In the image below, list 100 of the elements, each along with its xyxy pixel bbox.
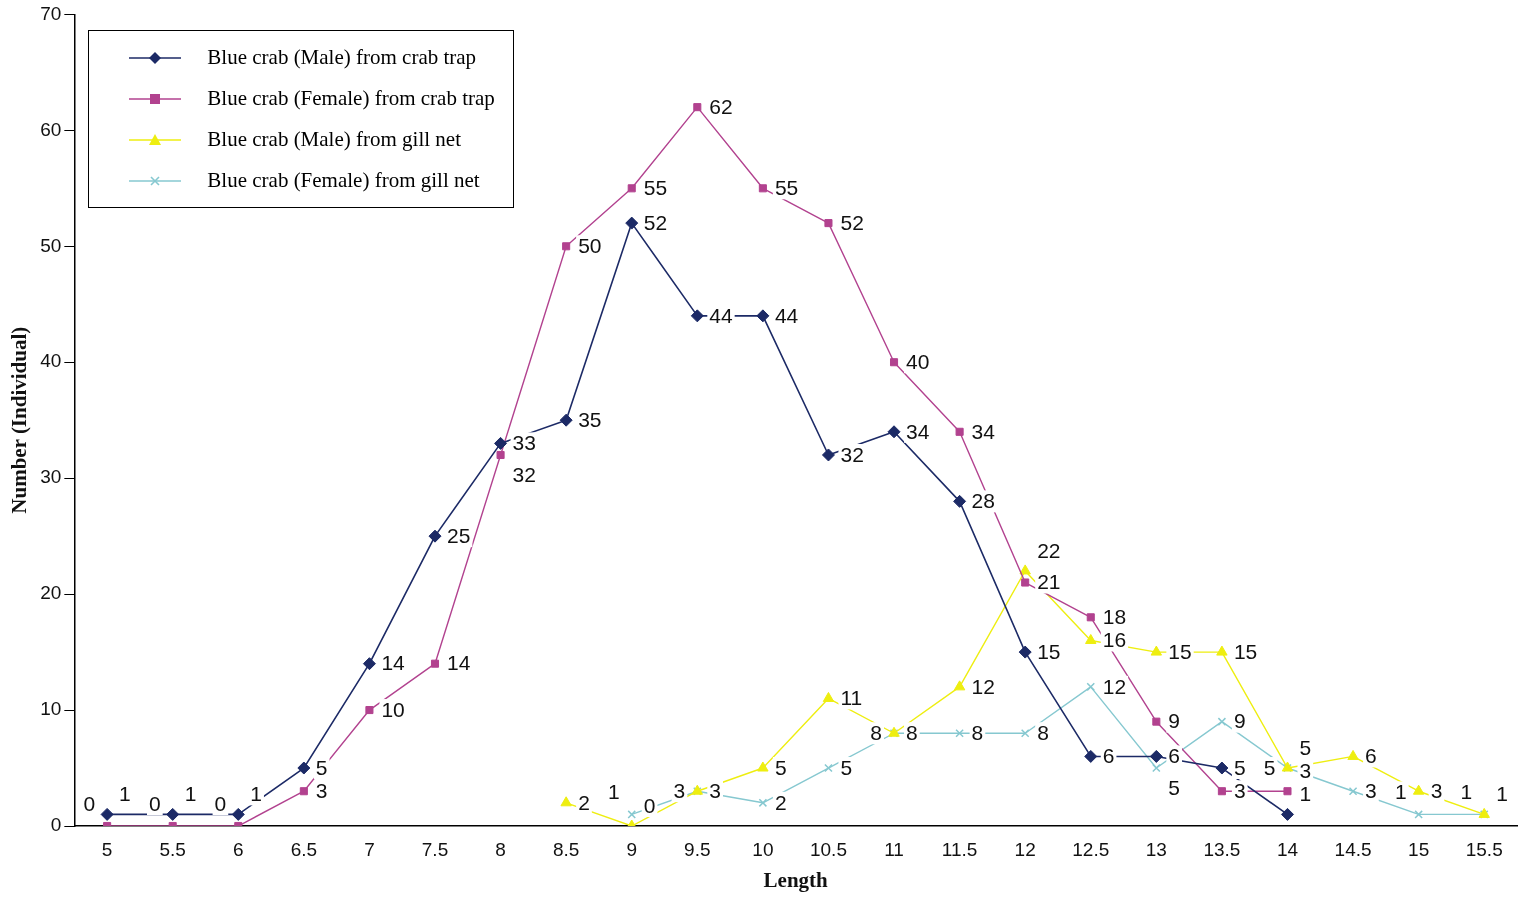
data-label: 62 xyxy=(709,94,733,118)
data-label: 33 xyxy=(512,431,536,455)
data-label: 6 xyxy=(1365,744,1377,768)
data-label: 25 xyxy=(447,523,471,547)
y-axis-title: Number (Individual) xyxy=(7,326,32,514)
y-tick-label: 20 xyxy=(40,582,62,604)
x-tick-label: 15 xyxy=(1408,838,1430,860)
data-label: 34 xyxy=(971,419,996,443)
y-tick-label: 60 xyxy=(40,118,62,140)
data-label: 40 xyxy=(906,350,930,374)
y-tick-label: 50 xyxy=(40,234,62,256)
data-label: 3 xyxy=(315,779,328,803)
x-tick-label: 10.5 xyxy=(809,838,847,860)
y-tick-label: 10 xyxy=(40,698,62,720)
data-label: 6 xyxy=(1102,744,1115,768)
data-label: 5 xyxy=(774,755,787,779)
data-label: 35 xyxy=(578,408,602,431)
data-label: 28 xyxy=(971,489,995,513)
data-label: 2 xyxy=(578,790,590,814)
data-label: 1 xyxy=(119,782,131,806)
data-label: 3 xyxy=(1430,779,1443,803)
data-label: 3 xyxy=(1365,779,1377,803)
data-label: 12 xyxy=(971,674,995,698)
legend-label: Blue crab (Female) from gill net xyxy=(207,168,480,194)
x-tick-label: 7.5 xyxy=(421,838,449,860)
data-label: 14 xyxy=(447,651,471,675)
data-label: 15 xyxy=(1168,639,1192,663)
data-label: 8 xyxy=(906,721,918,745)
data-label: 55 xyxy=(774,176,799,200)
x-tick-label: 8.5 xyxy=(552,838,580,860)
data-label: 1 xyxy=(608,780,620,804)
x-axis-title: Length xyxy=(763,867,829,892)
data-label: 10 xyxy=(381,697,405,721)
data-label: 15 xyxy=(1037,639,1061,663)
data-label: 0 xyxy=(643,793,656,817)
data-label: 3 xyxy=(1299,759,1312,783)
data-label: 0 xyxy=(214,791,227,815)
x-tick-label: 13.5 xyxy=(1203,838,1241,860)
data-label: 52 xyxy=(643,210,668,234)
data-label: 0 xyxy=(83,791,96,815)
data-label: 32 xyxy=(840,442,864,466)
data-label: 9 xyxy=(1233,709,1246,733)
data-label: 21 xyxy=(1037,570,1061,594)
data-label: 3 xyxy=(709,779,721,803)
data-label: 0 xyxy=(149,791,161,815)
data-label: 5 xyxy=(1233,755,1246,779)
data-label: 52 xyxy=(840,210,864,234)
legend-label: Blue crab (Female) from crab trap xyxy=(207,86,495,112)
data-label: 55 xyxy=(643,176,668,200)
data-label: 1 xyxy=(1460,780,1473,804)
x-tick-label: 6 xyxy=(232,838,244,860)
data-label: 5 xyxy=(315,755,328,779)
data-label: 18 xyxy=(1102,605,1127,629)
legend-label: Blue crab (Male) from crab trap xyxy=(207,45,477,71)
y-tick-label: 70 xyxy=(40,2,62,24)
data-label: 8 xyxy=(971,721,984,745)
data-label: 22 xyxy=(1037,538,1061,562)
x-tick-label: 6.5 xyxy=(290,838,318,860)
data-label: 8 xyxy=(870,721,883,745)
x-tick-label: 7 xyxy=(364,838,375,860)
x-tick-label: 12.5 xyxy=(1072,838,1110,860)
data-label: 12 xyxy=(1102,674,1127,698)
data-label: 5 xyxy=(1299,735,1312,759)
x-tick-label: 5 xyxy=(101,838,113,860)
data-label: 50 xyxy=(578,234,602,258)
data-label: 1 xyxy=(184,782,197,806)
data-label: 44 xyxy=(774,303,799,327)
x-tick-label: 10 xyxy=(752,838,774,860)
data-label: 3 xyxy=(673,779,686,803)
data-label: 15 xyxy=(1233,639,1258,663)
x-tick-label: 14.5 xyxy=(1334,838,1372,860)
data-label: 6 xyxy=(1168,744,1181,768)
data-label: 3 xyxy=(1233,779,1246,803)
data-label: 11 xyxy=(840,686,863,710)
y-tick-label: 40 xyxy=(40,350,62,372)
x-tick-label: 9.5 xyxy=(684,838,711,860)
data-label: 1 xyxy=(250,782,262,806)
x-tick-label: 5.5 xyxy=(159,838,186,860)
data-label: 1 xyxy=(1394,780,1407,804)
x-tick-label: 14 xyxy=(1276,838,1299,860)
data-label: 14 xyxy=(381,651,406,675)
x-tick-label: 12 xyxy=(1014,838,1036,860)
data-label: 5 xyxy=(840,755,853,779)
data-label: 2 xyxy=(774,790,787,814)
x-tick-label: 15.5 xyxy=(1465,838,1503,860)
data-label: 9 xyxy=(1168,709,1181,733)
x-tick-label: 11.5 xyxy=(941,838,978,860)
y-tick-label: 0 xyxy=(50,814,62,836)
x-tick-label: 13 xyxy=(1145,838,1167,860)
data-label: 1 xyxy=(1299,782,1312,806)
data-label: 44 xyxy=(709,303,733,327)
data-label: 5 xyxy=(1168,775,1181,799)
data-label: 34 xyxy=(906,419,930,443)
data-label: 16 xyxy=(1102,628,1127,652)
x-tick-label: 8 xyxy=(495,838,506,860)
x-tick-label: 9 xyxy=(626,838,638,860)
y-tick-label: 30 xyxy=(40,466,62,488)
legend-label: Blue crab (Male) from gill net xyxy=(207,127,461,153)
data-label: 32 xyxy=(512,462,536,486)
x-tick-label: 11 xyxy=(884,838,904,860)
